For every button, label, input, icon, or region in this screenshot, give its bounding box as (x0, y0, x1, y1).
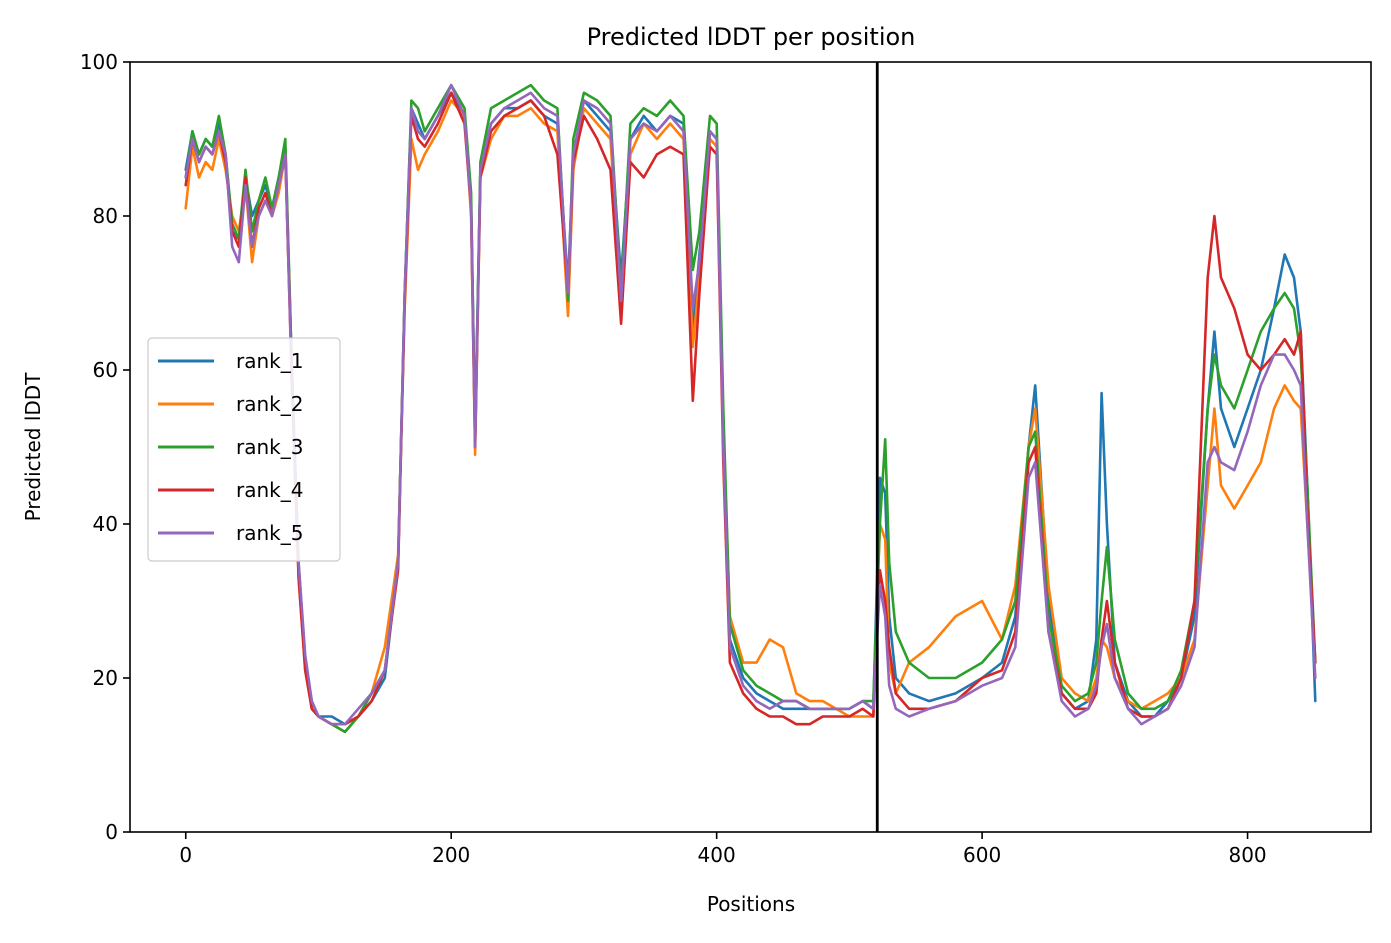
legend-label-rank_1: rank_1 (236, 349, 303, 373)
chart-title: Predicted lDDT per position (587, 23, 916, 51)
legend-box (147, 337, 341, 562)
y-tick-label: 80 (93, 204, 118, 228)
y-tick-label: 20 (93, 666, 118, 690)
legend-label-rank_2: rank_2 (236, 392, 303, 416)
ticks-layer: 0 200 400 600 800 0 20 40 60 80 100 (80, 50, 1267, 867)
series-line-rank_5 (184, 83, 1317, 726)
x-tick-label: 600 (963, 843, 1001, 867)
plot-frame (129, 61, 1372, 833)
legend: rank_1 rank_2 rank_3 rank_4 rank_5 (147, 337, 341, 562)
y-tick-label: 100 (80, 50, 118, 74)
x-axis-label: Positions (707, 892, 795, 916)
x-tick-label: 800 (1228, 843, 1266, 867)
legend-label-rank_4: rank_4 (236, 478, 303, 502)
series-layer (184, 83, 1317, 734)
y-tick-label: 60 (93, 358, 118, 382)
x-tick-label: 400 (698, 843, 736, 867)
y-tick-label: 40 (93, 512, 118, 536)
x-tick-label: 0 (179, 843, 192, 867)
y-tick-label: 0 (105, 820, 118, 844)
y-axis-label: Predicted lDDT (21, 372, 45, 522)
x-tick-label: 200 (432, 843, 470, 867)
series-line-rank_4 (184, 91, 1317, 726)
legend-label-rank_5: rank_5 (236, 521, 303, 545)
legend-label-rank_3: rank_3 (236, 435, 303, 459)
